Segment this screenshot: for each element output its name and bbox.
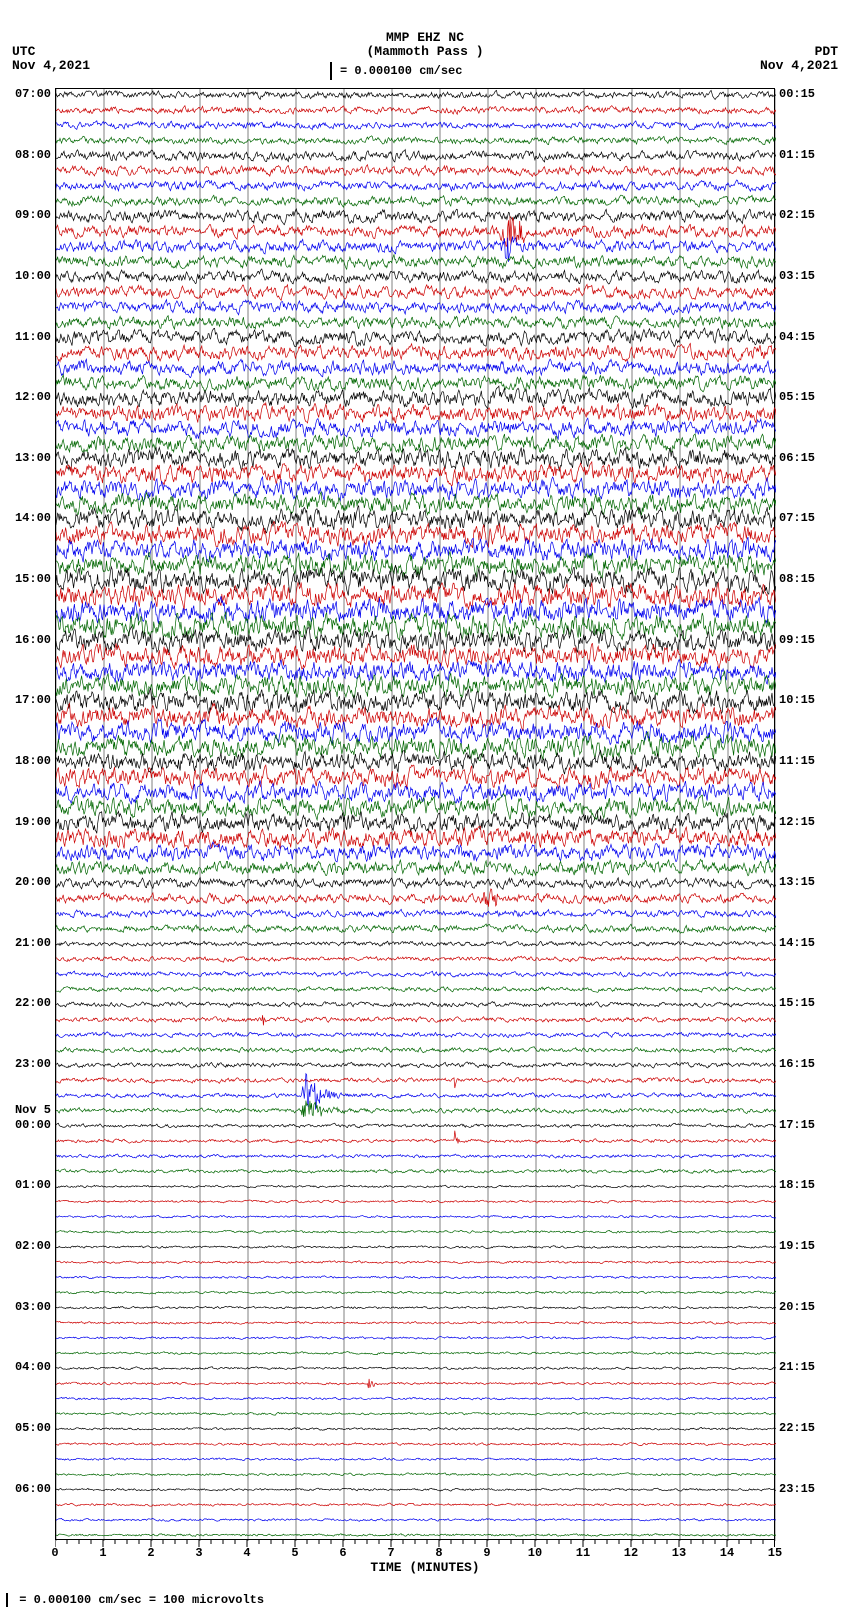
footer-scale-bar-icon xyxy=(6,1593,8,1607)
y-label-right: 18:15 xyxy=(779,1178,815,1192)
y-label-left: 08:00 xyxy=(15,148,51,162)
x-axis-title: TIME (MINUTES) xyxy=(0,1560,850,1575)
y-label-left: 23:00 xyxy=(15,1057,51,1071)
y-label-right: 05:15 xyxy=(779,390,815,404)
y-label-right: 04:15 xyxy=(779,330,815,344)
y-label-right: 10:15 xyxy=(779,693,815,707)
y-label-left: 09:00 xyxy=(15,208,51,222)
y-label-right: 20:15 xyxy=(779,1300,815,1314)
y-label-left: 00:00 xyxy=(15,1118,51,1132)
y-label-right: 09:15 xyxy=(779,633,815,647)
y-label-right: 23:15 xyxy=(779,1482,815,1496)
y-label-left: 04:00 xyxy=(15,1360,51,1374)
y-label-left: 01:00 xyxy=(15,1178,51,1192)
y-label-left: 22:00 xyxy=(15,996,51,1010)
y-label-left: 06:00 xyxy=(15,1482,51,1496)
y-label-right: 13:15 xyxy=(779,875,815,889)
x-minor-ticks xyxy=(55,1540,775,1550)
date-right: Nov 4,2021 xyxy=(760,58,838,73)
seismogram-plot xyxy=(55,88,775,1540)
y-label-right: 00:15 xyxy=(779,87,815,101)
scale-text: = 0.000100 cm/sec xyxy=(340,64,462,78)
y-label-right: 02:15 xyxy=(779,208,815,222)
y-label-left: 14:00 xyxy=(15,511,51,525)
y-label-left: 07:00 xyxy=(15,87,51,101)
y-label-left: 19:00 xyxy=(15,815,51,829)
y-label-right: 14:15 xyxy=(779,936,815,950)
y-label-right: 06:15 xyxy=(779,451,815,465)
y-label-left: Nov 5 xyxy=(15,1103,51,1117)
y-label-left: 17:00 xyxy=(15,693,51,707)
y-label-left: 10:00 xyxy=(15,269,51,283)
y-label-right: 21:15 xyxy=(779,1360,815,1374)
y-label-right: 17:15 xyxy=(779,1118,815,1132)
station-code: MMP EHZ NC xyxy=(0,30,850,45)
y-label-right: 07:15 xyxy=(779,511,815,525)
station-name: (Mammoth Pass ) xyxy=(0,44,850,59)
y-label-right: 03:15 xyxy=(779,269,815,283)
y-label-left: 20:00 xyxy=(15,875,51,889)
seismogram-page: MMP EHZ NC (Mammoth Pass ) UTC Nov 4,202… xyxy=(0,0,850,1613)
y-label-right: 08:15 xyxy=(779,572,815,586)
y-label-right: 22:15 xyxy=(779,1421,815,1435)
date-left: Nov 4,2021 xyxy=(12,58,90,73)
y-label-left: 11:00 xyxy=(15,330,51,344)
y-label-left: 02:00 xyxy=(15,1239,51,1253)
y-label-left: 03:00 xyxy=(15,1300,51,1314)
y-label-left: 16:00 xyxy=(15,633,51,647)
scale-bar-icon xyxy=(330,62,332,80)
footer-scale: = 0.000100 cm/sec = 100 microvolts xyxy=(6,1593,264,1607)
y-label-left: 18:00 xyxy=(15,754,51,768)
tz-left: UTC xyxy=(12,44,35,59)
y-label-left: 15:00 xyxy=(15,572,51,586)
y-label-right: 16:15 xyxy=(779,1057,815,1071)
y-label-right: 15:15 xyxy=(779,996,815,1010)
y-label-right: 01:15 xyxy=(779,148,815,162)
footer-scale-text: = 0.000100 cm/sec = 100 microvolts xyxy=(19,1593,264,1607)
y-label-right: 19:15 xyxy=(779,1239,815,1253)
y-label-left: 21:00 xyxy=(15,936,51,950)
y-label-right: 11:15 xyxy=(779,754,815,768)
tz-right: PDT xyxy=(815,44,838,59)
y-label-left: 12:00 xyxy=(15,390,51,404)
y-label-left: 13:00 xyxy=(15,451,51,465)
y-label-right: 12:15 xyxy=(779,815,815,829)
seismogram-svg xyxy=(56,89,776,1541)
y-label-left: 05:00 xyxy=(15,1421,51,1435)
